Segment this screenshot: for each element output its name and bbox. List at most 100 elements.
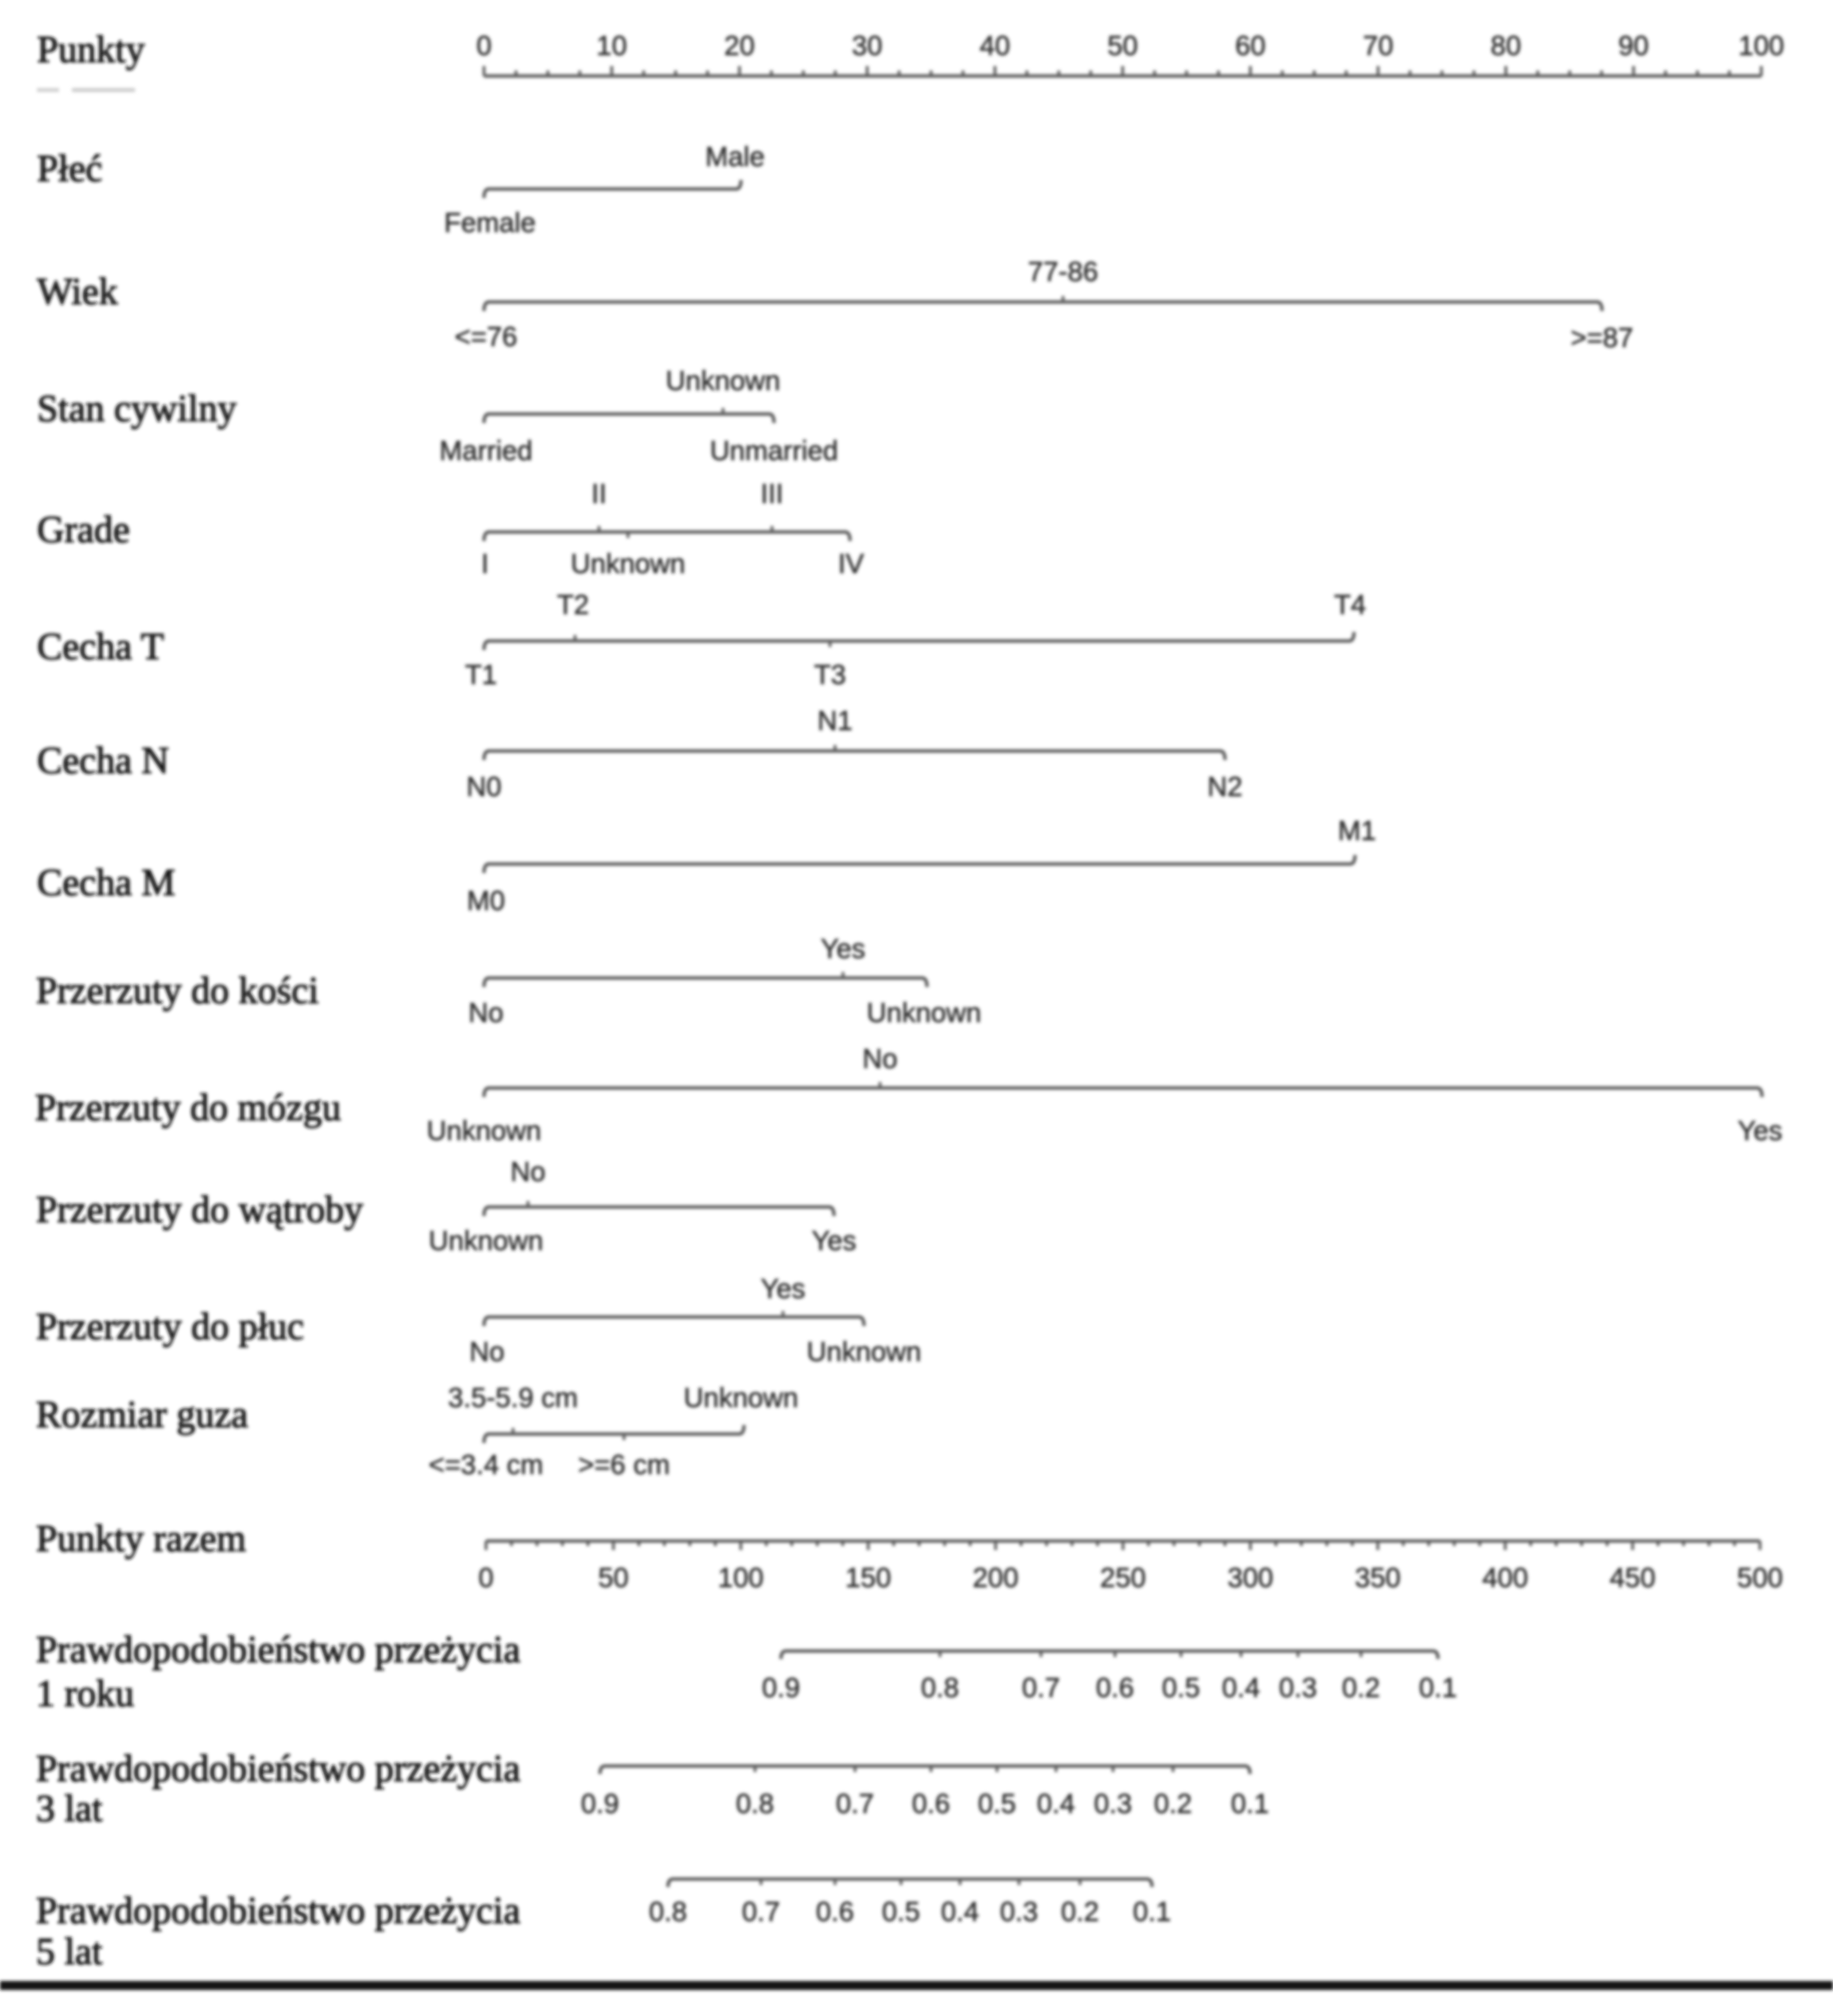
svg-text:0.7: 0.7	[1022, 1672, 1060, 1703]
svg-text:0.3: 0.3	[1279, 1672, 1317, 1703]
svg-text:Przerzuty do płuc: Przerzuty do płuc	[36, 1306, 304, 1348]
svg-text:400: 400	[1482, 1562, 1528, 1593]
svg-text:N1: N1	[817, 705, 852, 736]
svg-text:Female: Female	[444, 207, 536, 238]
svg-text:<=76: <=76	[455, 321, 518, 352]
svg-text:0.4: 0.4	[1037, 1788, 1075, 1819]
svg-text:0.8: 0.8	[736, 1788, 774, 1819]
svg-text:150: 150	[845, 1562, 891, 1593]
svg-text:IV: IV	[838, 548, 865, 579]
svg-text:Płeć: Płeć	[37, 148, 102, 190]
svg-text:90: 90	[1618, 30, 1649, 61]
svg-text:0: 0	[476, 30, 491, 61]
svg-text:250: 250	[1100, 1562, 1146, 1593]
svg-text:0.2: 0.2	[1154, 1788, 1192, 1819]
svg-text:M0: M0	[467, 885, 505, 916]
svg-text:0.6: 0.6	[912, 1788, 950, 1819]
svg-text:0.8: 0.8	[921, 1672, 959, 1703]
svg-text:Przerzuty do mózgu: Przerzuty do mózgu	[35, 1087, 341, 1129]
svg-text:100: 100	[718, 1562, 764, 1593]
svg-text:Unknown: Unknown	[807, 1336, 922, 1367]
svg-text:No: No	[510, 1156, 545, 1187]
svg-text:Stan cywilny: Stan cywilny	[37, 388, 236, 430]
svg-text:I: I	[481, 548, 489, 579]
svg-text:Married: Married	[439, 435, 532, 466]
svg-text:<=3.4 cm: <=3.4 cm	[429, 1449, 544, 1480]
svg-text:Przerzuty do kości: Przerzuty do kości	[36, 970, 319, 1012]
svg-text:1 roku: 1 roku	[36, 1673, 134, 1715]
svg-text:Rozmiar guza: Rozmiar guza	[36, 1394, 248, 1436]
svg-text:T3: T3	[814, 659, 846, 690]
svg-text:Unknown: Unknown	[666, 365, 781, 396]
svg-text:0.4: 0.4	[941, 1896, 979, 1927]
svg-text:450: 450	[1610, 1562, 1656, 1593]
svg-text:T2: T2	[557, 589, 589, 620]
svg-text:0.1: 0.1	[1133, 1896, 1171, 1927]
svg-text:80: 80	[1491, 30, 1522, 61]
svg-text:Unknown: Unknown	[571, 548, 686, 579]
svg-text:Yes: Yes	[812, 1225, 857, 1256]
svg-text:No: No	[469, 1336, 504, 1367]
svg-text:Wiek: Wiek	[37, 271, 118, 313]
svg-text:0: 0	[478, 1562, 493, 1593]
svg-text:Cecha M: Cecha M	[37, 862, 175, 904]
svg-text:Punkty: Punkty	[37, 29, 145, 71]
svg-text:50: 50	[1107, 30, 1138, 61]
svg-text:0.7: 0.7	[836, 1788, 874, 1819]
svg-text:T4: T4	[1334, 589, 1366, 620]
svg-text:Prawdopodobieństwo przeżycia: Prawdopodobieństwo przeżycia	[36, 1629, 520, 1671]
svg-text:50: 50	[598, 1562, 629, 1593]
svg-text:0.7: 0.7	[742, 1896, 780, 1927]
svg-text:300: 300	[1227, 1562, 1273, 1593]
svg-text:0.9: 0.9	[762, 1672, 800, 1703]
svg-text:II: II	[591, 478, 606, 509]
svg-text:0.5: 0.5	[882, 1896, 920, 1927]
svg-text:20: 20	[724, 30, 755, 61]
svg-text:0.6: 0.6	[816, 1896, 854, 1927]
svg-text:Yes: Yes	[1738, 1115, 1783, 1146]
svg-text:Unknown: Unknown	[429, 1225, 544, 1256]
svg-text:Male: Male	[705, 141, 765, 172]
svg-text:>=87: >=87	[1571, 322, 1634, 353]
svg-text:No: No	[862, 1043, 897, 1074]
svg-text:0.3: 0.3	[1094, 1788, 1132, 1819]
svg-text:350: 350	[1355, 1562, 1401, 1593]
svg-text:60: 60	[1235, 30, 1266, 61]
svg-text:3 lat: 3 lat	[36, 1788, 103, 1830]
svg-text:0.2: 0.2	[1061, 1896, 1099, 1927]
svg-text:Unknown: Unknown	[427, 1115, 542, 1146]
svg-text:500: 500	[1737, 1562, 1783, 1593]
svg-text:M1: M1	[1338, 815, 1376, 846]
svg-text:Prawdopodobieństwo przeżycia: Prawdopodobieństwo przeżycia	[36, 1748, 520, 1790]
svg-text:5 lat: 5 lat	[36, 1931, 103, 1973]
svg-text:0.2: 0.2	[1342, 1672, 1380, 1703]
svg-text:30: 30	[852, 30, 883, 61]
svg-text:0.1: 0.1	[1419, 1672, 1457, 1703]
svg-text:3.5-5.9 cm: 3.5-5.9 cm	[448, 1382, 578, 1413]
svg-text:0.1: 0.1	[1231, 1788, 1269, 1819]
svg-text:N2: N2	[1207, 771, 1242, 802]
svg-text:Przerzuty do wątroby: Przerzuty do wątroby	[36, 1189, 363, 1231]
svg-text:40: 40	[980, 30, 1011, 61]
svg-text:III: III	[761, 478, 784, 509]
svg-text:Cecha N: Cecha N	[37, 740, 169, 782]
svg-text:200: 200	[973, 1562, 1019, 1593]
svg-text:0.5: 0.5	[1162, 1672, 1200, 1703]
svg-text:Unknown: Unknown	[867, 997, 982, 1028]
svg-text:Yes: Yes	[821, 933, 866, 964]
svg-text:Prawdopodobieństwo przeżycia: Prawdopodobieństwo przeżycia	[36, 1890, 520, 1932]
svg-text:0.6: 0.6	[1096, 1672, 1134, 1703]
svg-text:Unmarried: Unmarried	[710, 435, 838, 466]
svg-text:0.8: 0.8	[649, 1896, 687, 1927]
svg-text:Unknown: Unknown	[684, 1382, 799, 1413]
svg-text:Punkty razem: Punkty razem	[36, 1518, 246, 1560]
svg-text:Grade: Grade	[37, 509, 130, 551]
svg-text:70: 70	[1363, 30, 1394, 61]
svg-text:T1: T1	[465, 659, 497, 690]
svg-text:N0: N0	[466, 771, 501, 802]
svg-text:>=6 cm: >=6 cm	[578, 1449, 670, 1480]
svg-text:77-86: 77-86	[1028, 256, 1098, 287]
svg-text:0.3: 0.3	[1000, 1896, 1038, 1927]
svg-text:0.4: 0.4	[1222, 1672, 1260, 1703]
svg-text:Cecha T: Cecha T	[37, 626, 164, 668]
